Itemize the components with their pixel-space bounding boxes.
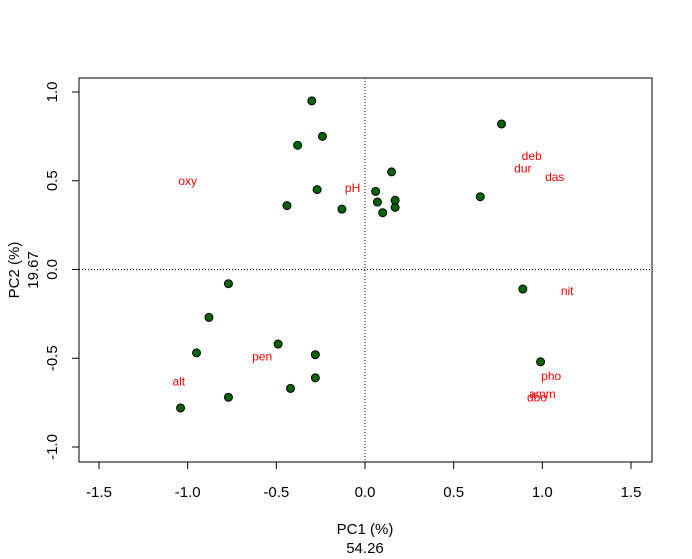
score-point	[337, 204, 347, 214]
variable-label: alt	[172, 374, 185, 388]
x-tick-label: -1.0	[175, 484, 201, 501]
score-point	[497, 119, 507, 129]
variable-label: pen	[252, 349, 272, 363]
variable-label: oxy	[178, 174, 197, 188]
y-axis-value: 19.67	[25, 251, 42, 289]
score-points	[176, 96, 546, 413]
score-point	[310, 350, 320, 360]
score-point	[223, 279, 233, 289]
score-point	[317, 131, 327, 141]
y-axis-label: PC2 (%)	[6, 242, 23, 299]
x-axis-value: 54.26	[346, 540, 384, 557]
variable-label: das	[545, 170, 564, 184]
score-point	[204, 312, 214, 322]
y-tick-label: -1.0	[44, 434, 61, 460]
x-axis-label: PC1 (%)	[337, 521, 394, 538]
y-tick-label: 1.0	[44, 82, 61, 103]
score-point	[307, 96, 317, 106]
y-axis: -1.0 -0.5 0.0 0.5 1.0	[44, 82, 80, 460]
score-point	[371, 186, 381, 196]
variable-label: nit	[561, 284, 574, 298]
score-point	[273, 339, 283, 349]
score-point	[310, 373, 320, 383]
score-point	[475, 192, 485, 202]
score-point	[387, 167, 397, 177]
score-point	[223, 392, 233, 402]
y-tick-label: 0.5	[44, 170, 61, 191]
score-point	[192, 348, 202, 358]
x-tick-label: 1.5	[621, 484, 642, 501]
x-tick-label: 0.5	[443, 484, 464, 501]
x-tick-label: -0.5	[263, 484, 289, 501]
score-point	[286, 383, 296, 393]
x-tick-label: 0.0	[355, 484, 376, 501]
score-point	[282, 201, 292, 211]
score-point	[176, 403, 186, 413]
y-tick-label: 0.0	[44, 259, 61, 280]
score-point	[293, 140, 303, 150]
variable-label: pho	[541, 369, 561, 383]
x-tick-label: -1.5	[86, 484, 112, 501]
x-axis: -1.5 -1.0 -0.5 0.0 0.5 1.0 1.5	[86, 461, 642, 501]
score-point	[390, 202, 400, 212]
y-tick-label: -0.5	[44, 345, 61, 371]
variable-label: pH	[345, 181, 360, 195]
score-point	[536, 357, 546, 367]
variable-label: dbo	[527, 390, 547, 404]
variable-label: dur	[514, 161, 531, 175]
x-tick-label: 1.0	[532, 484, 553, 501]
score-point	[312, 185, 322, 195]
score-point	[378, 208, 388, 218]
variable-label: deb	[522, 149, 542, 163]
score-point	[518, 284, 528, 294]
variable-label: amm	[529, 387, 556, 401]
score-point	[372, 197, 382, 207]
